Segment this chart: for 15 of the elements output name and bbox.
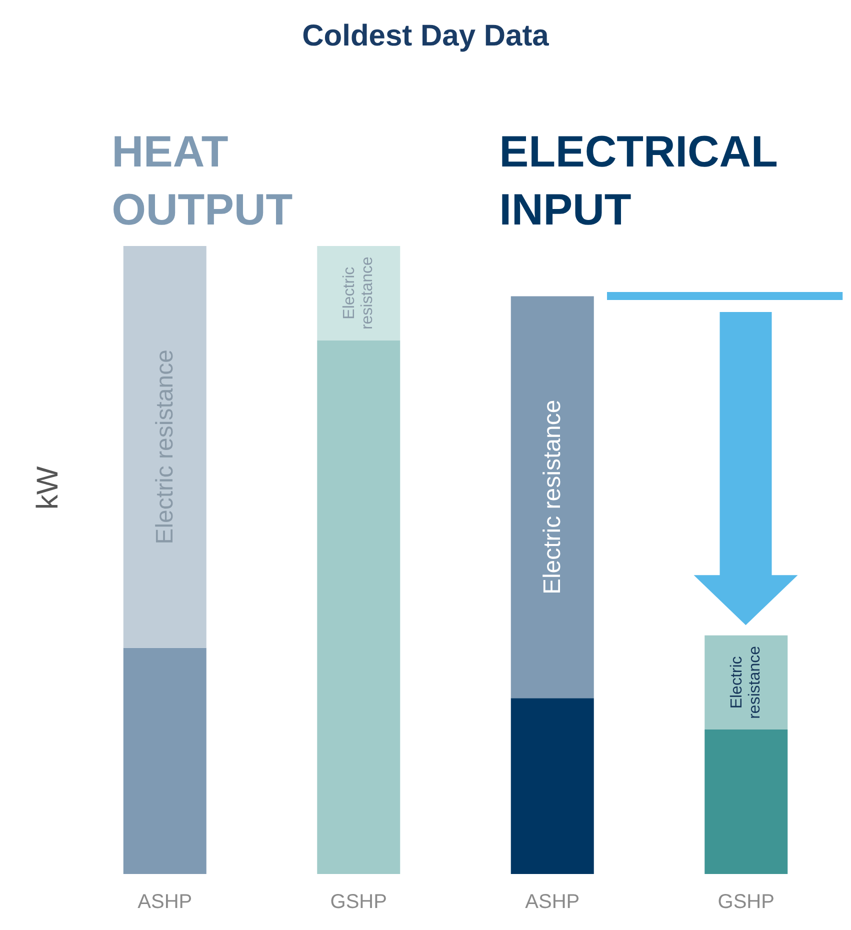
bar	[123, 246, 206, 648]
series-label: Electric resistance	[341, 256, 376, 330]
x-tick-label: GSHP	[718, 891, 774, 913]
x-tick-label: ASHP	[138, 891, 192, 913]
bar	[510, 698, 594, 874]
bar	[704, 730, 788, 874]
text: HEAT OUTPUT	[112, 128, 293, 234]
text: Electric resistance	[538, 400, 566, 595]
chart-title: Coldest Day Data	[302, 20, 550, 52]
x-tick-label: ASHP	[525, 891, 580, 913]
text: ELECTRICAL INPUT	[499, 128, 778, 234]
bar	[317, 246, 400, 340]
y-axis-title: kW	[32, 466, 64, 510]
text: Electric resistance	[728, 646, 764, 719]
x-tick-label: GSHP	[330, 891, 387, 913]
